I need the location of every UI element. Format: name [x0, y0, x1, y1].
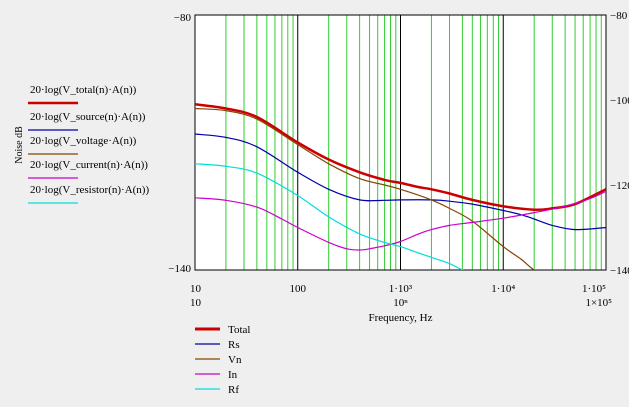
legend-label-rf: Rf — [228, 384, 239, 396]
series-line-vn — [195, 107, 536, 270]
x-tick-label: 100 — [290, 283, 307, 295]
x-axis-title: Frequency, Hz — [368, 312, 432, 324]
legend: Total Rs Vn In Rf — [195, 324, 250, 396]
y-tick-label: −80 — [610, 10, 628, 22]
axes-labels: −80 −100 −120 −140 −80 −140 Noise dB 10 100 1·10³… — [14, 10, 629, 324]
expression-legend: 20·log(V_total(n)·A(n)) 20·log(V_source(n… — [28, 84, 149, 204]
x-range-left: 10 — [190, 297, 202, 309]
y-tick-label: −120 — [610, 180, 629, 192]
y-axis-title: Noise dB — [14, 126, 25, 164]
x-range-middle: 10ⁿ — [393, 297, 408, 309]
y-range-top: −80 — [174, 12, 192, 24]
expression-label: 20·log(V_voltage·A(n)) — [30, 135, 137, 147]
expression-label: 20·log(V_current(n)·A(n)) — [30, 159, 148, 171]
x-range-right: 1×10⁵ — [585, 297, 612, 309]
y-range-bottom: −140 — [168, 263, 191, 275]
expression-label: 20·log(V_resistor(n)·A(n)) — [30, 184, 149, 196]
x-tick-label: 1·10⁵ — [582, 283, 606, 295]
minor-gridlines — [225, 15, 602, 270]
x-tick-label: 1·10³ — [389, 283, 413, 295]
x-tick-label: 10 — [190, 283, 202, 295]
expression-label: 20·log(V_total(n)·A(n)) — [30, 84, 137, 96]
series-line-rf — [195, 163, 464, 270]
x-tick-label: 1·10⁴ — [491, 283, 515, 295]
series-lines — [195, 103, 606, 270]
plot-frame — [194, 14, 607, 271]
legend-label-total: Total — [228, 324, 250, 336]
y-tick-label: −140 — [610, 265, 629, 277]
legend-label-vn: Vn — [228, 354, 242, 366]
legend-label-in: In — [228, 369, 238, 381]
y-tick-label: −100 — [610, 95, 629, 107]
legend-label-rs: Rs — [228, 339, 240, 351]
series-line-total — [195, 103, 606, 212]
expression-label: 20·log(V_source(n)·A(n)) — [30, 111, 146, 123]
